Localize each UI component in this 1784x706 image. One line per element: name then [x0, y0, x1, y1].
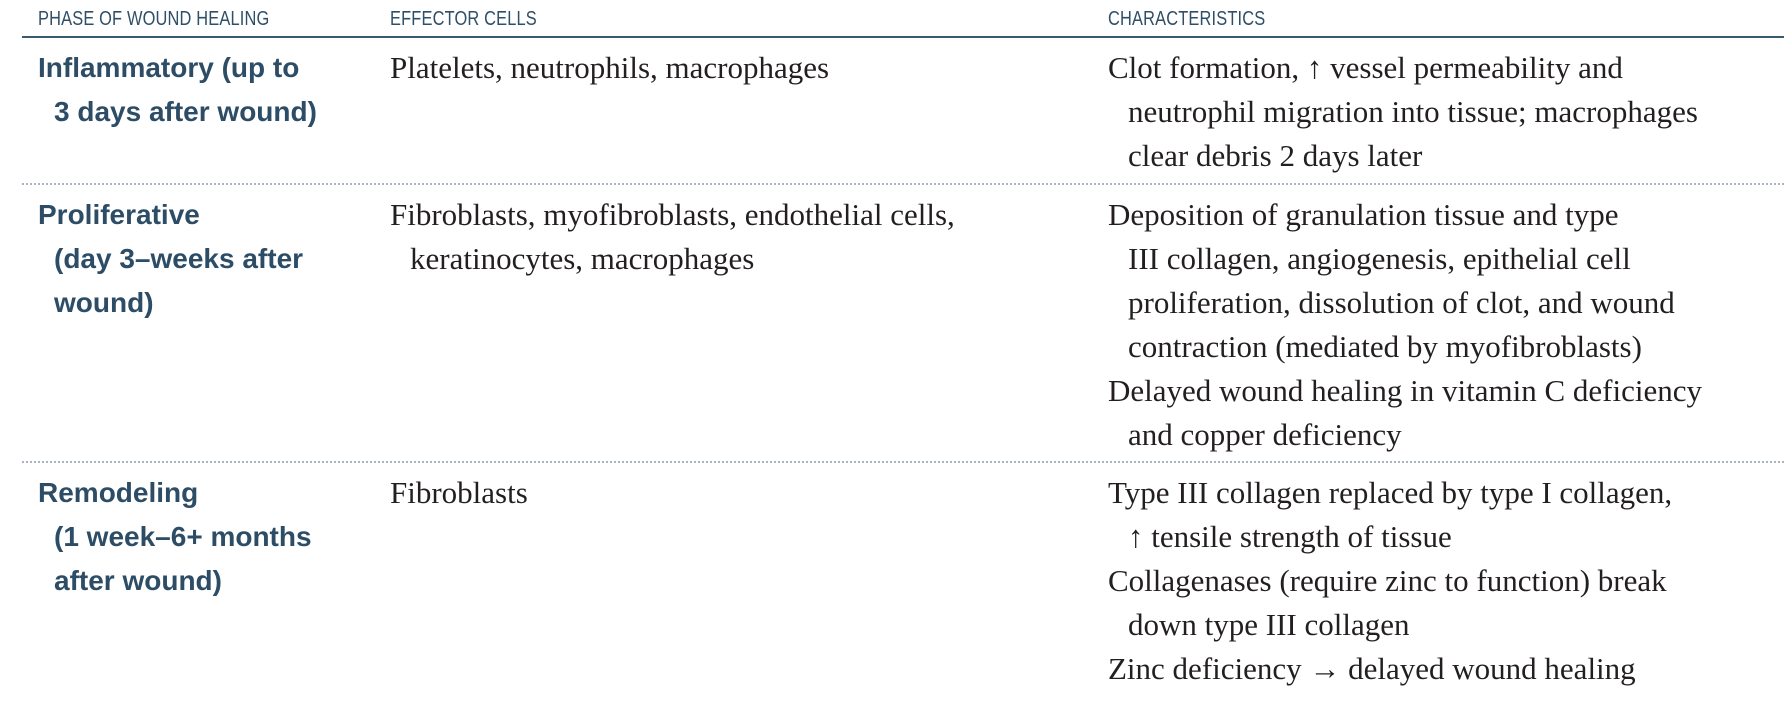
- characteristics-line: contraction (mediated by myofibroblasts): [1128, 329, 1642, 364]
- characteristics-line: Zinc deficiency → delayed wound healing: [1108, 651, 1636, 686]
- characteristics-line: down type III collagen: [1128, 607, 1410, 642]
- characteristics-line: clear debris 2 days later: [1128, 138, 1423, 173]
- phase-line: after wound): [54, 565, 222, 596]
- effector-line: keratinocytes, macrophages: [410, 241, 755, 276]
- table-header: PHASE OF WOUND HEALING EFFECTOR CELLS CH…: [22, 0, 1784, 38]
- header-effector-cells: EFFECTOR CELLS: [390, 8, 537, 30]
- characteristics-cell: Type III collagen replaced by type I col…: [1108, 471, 1784, 691]
- header-phase: PHASE OF WOUND HEALING: [38, 8, 270, 30]
- phase-cell: Proliferative (day 3–weeks after wound): [38, 193, 368, 325]
- characteristics-cell: Clot formation, ↑ vessel permeability an…: [1108, 46, 1784, 178]
- effector-cells-cell: Fibroblasts: [390, 471, 1040, 515]
- wound-healing-table: PHASE OF WOUND HEALING EFFECTOR CELLS CH…: [22, 0, 1784, 703]
- characteristics-line: Clot formation, ↑ vessel permeability an…: [1108, 50, 1623, 85]
- phase-line: Inflammatory (up to: [38, 52, 300, 83]
- phase-cell: Remodeling (1 week–6+ months after wound…: [38, 471, 368, 603]
- header-characteristics: CHARACTERISTICS: [1108, 8, 1266, 30]
- characteristics-line: Type III collagen replaced by type I col…: [1108, 475, 1673, 510]
- effector-line: Fibroblasts: [390, 475, 528, 510]
- phase-line: 3 days after wound): [54, 96, 317, 127]
- effector-line: Platelets, neutrophils, macrophages: [390, 50, 830, 85]
- phase-line: Proliferative: [38, 199, 200, 230]
- phase-cell: Inflammatory (up to 3 days after wound): [38, 46, 368, 134]
- phase-line: Remodeling: [38, 477, 199, 508]
- effector-line: Fibroblasts, myofibroblasts, endothelial…: [390, 197, 955, 232]
- table-row: Inflammatory (up to 3 days after wound) …: [22, 38, 1784, 185]
- characteristics-line: Delayed wound healing in vitamin C defic…: [1108, 373, 1702, 408]
- characteristics-cell: Deposition of granulation tissue and typ…: [1108, 193, 1784, 457]
- characteristics-line: proliferation, dissolution of clot, and …: [1128, 285, 1675, 320]
- characteristics-line: neutrophil migration into tissue; macrop…: [1128, 94, 1698, 129]
- table-row: Remodeling (1 week–6+ months after wound…: [22, 463, 1784, 703]
- characteristics-line: Collagenases (require zinc to function) …: [1108, 563, 1667, 598]
- phase-line: (1 week–6+ months: [54, 521, 312, 552]
- table-row: Proliferative (day 3–weeks after wound) …: [22, 185, 1784, 463]
- effector-cells-cell: Platelets, neutrophils, macrophages: [390, 46, 1040, 90]
- effector-cells-cell: Fibroblasts, myofibroblasts, endothelial…: [390, 193, 1040, 281]
- characteristics-line: III collagen, angiogenesis, epithelial c…: [1128, 241, 1631, 276]
- characteristics-line: Deposition of granulation tissue and typ…: [1108, 197, 1619, 232]
- phase-line: wound): [54, 287, 154, 318]
- characteristics-line: ↑ tensile strength of tissue: [1128, 519, 1452, 554]
- characteristics-line: and copper deficiency: [1128, 417, 1402, 452]
- phase-line: (day 3–weeks after: [54, 243, 304, 274]
